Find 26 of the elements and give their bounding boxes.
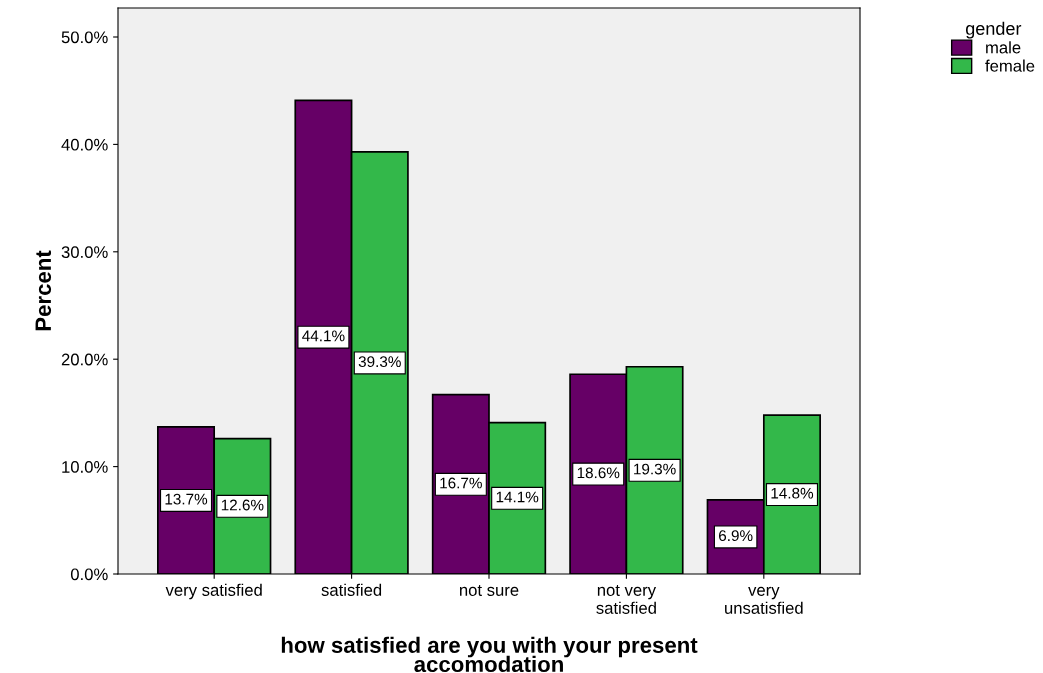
x-tick-label: not sure <box>460 585 519 596</box>
data-label: 14.8% <box>771 487 814 499</box>
data-label: 44.1% <box>302 330 345 342</box>
data-label: 18.6% <box>577 467 620 479</box>
data-label: 12.6% <box>221 499 264 511</box>
legend-label: female <box>985 59 1035 72</box>
data-label: 6.9% <box>719 530 753 542</box>
x-tick-label: not very satisfied <box>596 585 657 614</box>
y-tick-label: 30.0% <box>61 246 108 258</box>
x-tick-label: very satisfied <box>165 583 262 600</box>
y-tick-label: 10.0% <box>62 461 108 473</box>
data-label: 39.3% <box>358 356 401 368</box>
y-tick-label: 50.0% <box>61 31 108 44</box>
legend-label: male <box>986 41 1021 54</box>
x-tick-label: very unsatisfied <box>725 586 803 614</box>
y-axis-title: Percent <box>35 250 52 331</box>
data-label: 19.3% <box>634 463 676 475</box>
y-tick-label: 40.0% <box>61 138 108 151</box>
x-axis-title: how satisfied are you with your present accomodation <box>281 636 698 673</box>
data-label: 13.7% <box>165 493 208 505</box>
y-tick-label: 20.0% <box>61 353 108 366</box>
data-label: 14.1% <box>496 491 539 503</box>
y-tick-label: 0.0% <box>70 568 108 581</box>
data-label: 16.7% <box>440 477 482 489</box>
legend-title: gender <box>966 21 1022 39</box>
x-tick-label: satisfied <box>321 583 382 596</box>
